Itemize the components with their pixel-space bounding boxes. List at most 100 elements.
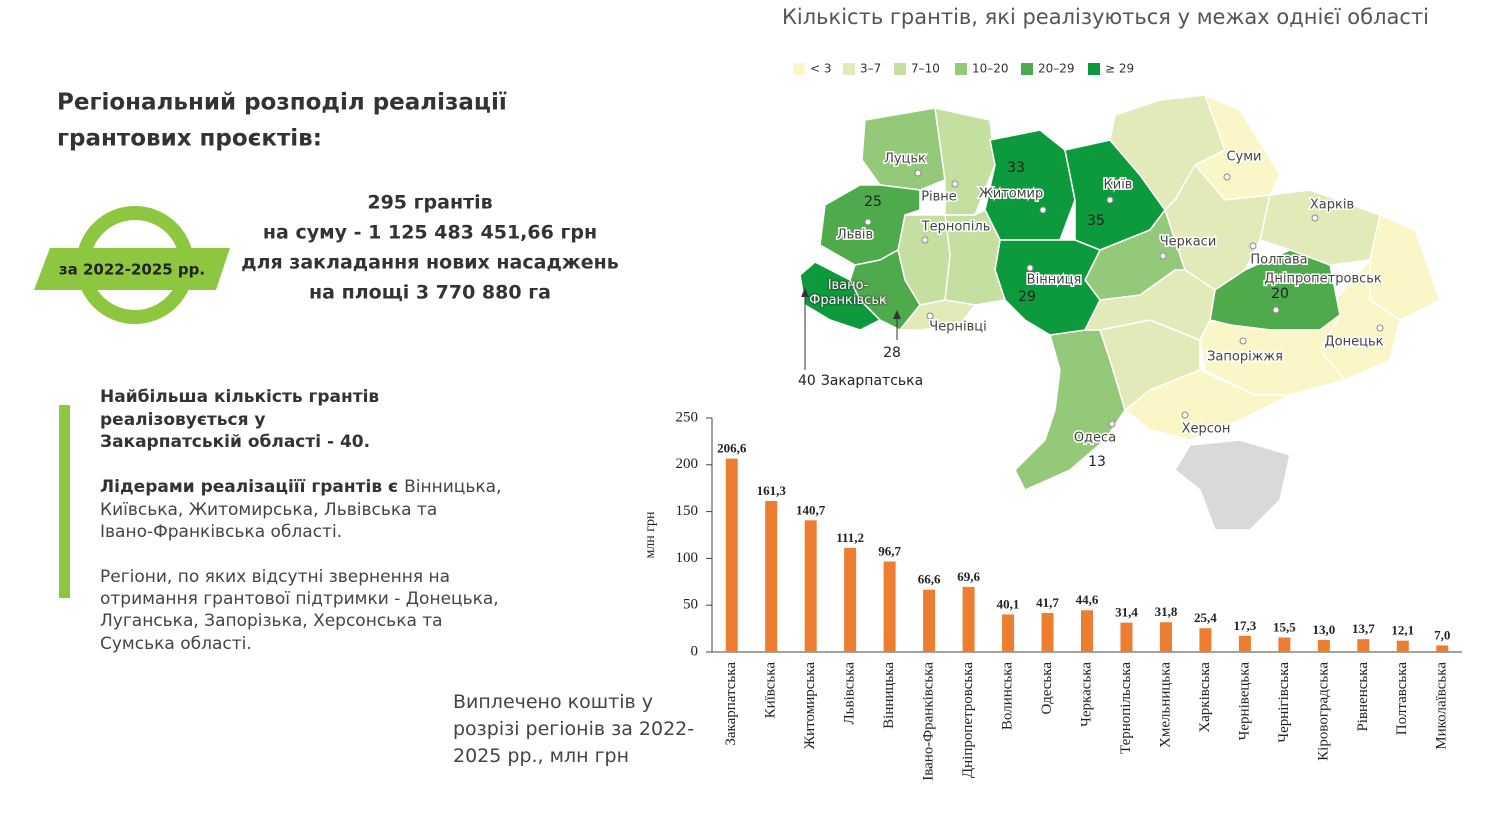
arrow-head	[893, 310, 901, 319]
bar	[844, 547, 857, 652]
arrow-head	[801, 288, 809, 297]
heading: грантових проєктів:	[57, 126, 322, 152]
summary-line: на площі 3 770 880 га	[309, 282, 551, 304]
bar	[1436, 645, 1449, 652]
x-tick-label: Чернівецька	[1236, 662, 1252, 741]
x-tick-label: Кіровоградська	[1315, 662, 1331, 761]
region-count: 33	[1007, 160, 1025, 176]
value-label: 13,7	[1352, 621, 1375, 636]
x-tick-label: Вінницька	[881, 662, 897, 729]
y-tick-label: 100	[676, 550, 699, 566]
y-tick-label: 250	[676, 409, 699, 425]
region-count: 29	[1018, 289, 1036, 305]
city-label: Харків	[1310, 198, 1354, 213]
x-tick-label: Рівненська	[1355, 662, 1371, 732]
region	[861, 107, 946, 191]
bar	[1317, 639, 1330, 652]
bar	[1357, 639, 1370, 652]
region	[799, 261, 882, 331]
city-dot	[1272, 306, 1280, 314]
bar	[1238, 635, 1251, 652]
city-label: Суми	[1226, 150, 1261, 165]
legend-swatch	[1088, 63, 1100, 75]
region	[819, 184, 921, 266]
city-label: Луцьк	[884, 152, 926, 167]
y-tick-label: 150	[676, 503, 699, 519]
value-label: 44,6	[1076, 592, 1099, 607]
x-tick-label: Житомирська	[802, 662, 818, 750]
accent-bar	[59, 405, 70, 598]
bar	[1041, 612, 1054, 652]
note-line: отримання грантової підтримки - Донецька…	[100, 589, 499, 609]
map	[799, 93, 1441, 531]
callout: 40 Закарпатська	[798, 373, 923, 389]
y-tick-label: 0	[691, 643, 699, 659]
bar	[1081, 610, 1093, 652]
city-label: Донецьк	[1325, 335, 1384, 350]
city-label: Вінниця	[1027, 273, 1082, 288]
bar	[765, 501, 778, 652]
city-dot	[1311, 214, 1319, 222]
bar-chart: 0 50 100 150 200 250 млн грн 206,6 Закарпатська 1…	[643, 409, 1462, 781]
x-tick-label: Черкаська	[1078, 662, 1094, 727]
x-tick-label: Дніпропетровська	[960, 662, 976, 778]
note-line: Найбільша кількість грантів	[100, 387, 379, 407]
y-tick-label: 200	[676, 456, 699, 472]
badge-text: за 2022-2025 рр.	[59, 261, 205, 279]
city-label: Черкаси	[1160, 235, 1217, 250]
region-count: 35	[1087, 213, 1105, 229]
x-tick-label: Одеська	[1039, 662, 1055, 715]
city-label: Львів	[837, 228, 873, 243]
legend-label: 7–10	[911, 62, 940, 76]
city-label: Київ	[1104, 178, 1133, 193]
legend-label: 3–7	[860, 62, 881, 76]
value-label: 206,6	[717, 441, 747, 456]
summary-line: 295 грантів	[367, 192, 492, 214]
bar	[962, 586, 975, 652]
region-count: 13	[1088, 454, 1106, 470]
summary-line: на суму - 1 125 483 451,66 грн	[263, 222, 597, 244]
value-label: 111,2	[836, 530, 864, 545]
city-dot	[1039, 206, 1047, 214]
value-label: 13,0	[1312, 622, 1335, 637]
value-label: 15,5	[1273, 619, 1296, 634]
value-label: 31,8	[1155, 604, 1178, 619]
legend-label: ≥ 29	[1105, 62, 1134, 76]
value-label: 96,7	[878, 543, 901, 558]
bar	[725, 458, 738, 652]
note-line: Сумська області.	[100, 634, 252, 654]
value-label: 140,7	[796, 502, 826, 517]
city-dot	[1376, 324, 1384, 332]
legend-label: 10–20	[972, 62, 1009, 76]
city-dot	[926, 312, 934, 320]
legend-swatch	[1021, 63, 1033, 75]
bar	[1159, 622, 1172, 652]
x-tick-label: Миколаївська	[1434, 662, 1450, 750]
city-dot	[1249, 242, 1257, 250]
region-count: 20	[1271, 286, 1289, 302]
city-dot	[951, 180, 959, 188]
y-axis-label: млн грн	[643, 511, 658, 559]
x-tick-label: Івано-Франківська	[921, 662, 937, 781]
x-tick-label: Волинська	[999, 662, 1015, 730]
city-label: Тернопіль	[921, 220, 991, 235]
city-label: Рівне	[921, 190, 957, 205]
x-tick-label: Хмельницька	[1157, 662, 1173, 748]
city-label: Чернівці	[929, 320, 986, 335]
note-line: Луганська, Запорізька, Херсонська та	[100, 611, 443, 631]
bar	[923, 589, 936, 652]
bar	[1396, 640, 1409, 652]
city-dot	[1159, 252, 1167, 260]
region-count: 28	[883, 345, 901, 361]
city-dot	[1108, 420, 1116, 428]
region	[1174, 439, 1291, 531]
value-label: 40,1	[997, 596, 1020, 611]
heading: Регіональний розподіл реалізації	[57, 90, 507, 116]
region	[1014, 329, 1126, 491]
region	[1084, 208, 1187, 301]
region	[984, 129, 1076, 241]
city-label: Херсон	[1182, 422, 1231, 437]
city-label: Івано-Франківськ	[809, 278, 887, 308]
value-label: 66,6	[918, 572, 941, 587]
region	[994, 239, 1102, 336]
